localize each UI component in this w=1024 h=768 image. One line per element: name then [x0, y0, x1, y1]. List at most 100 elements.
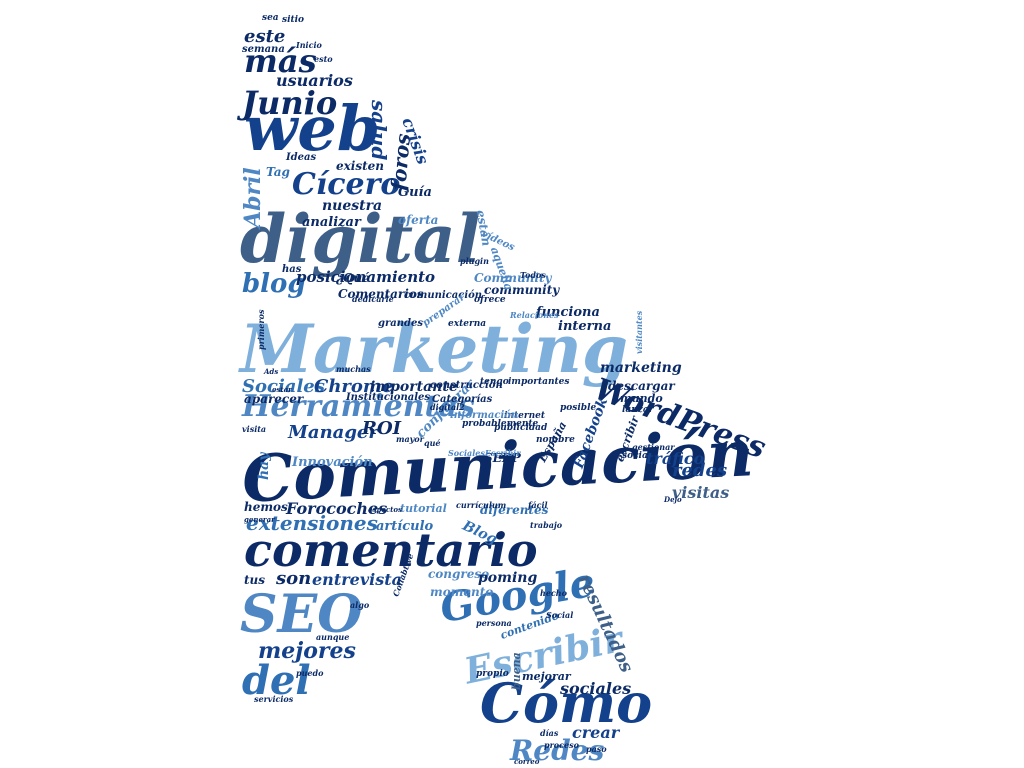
word-tus: tus: [244, 573, 265, 587]
word-buena: buena: [510, 652, 523, 690]
word-probablemente: probablemente: [462, 419, 539, 429]
word-facil: fácil: [527, 500, 548, 510]
word-blog: blog: [242, 269, 306, 299]
word-ads: Ads: [263, 367, 278, 376]
word-roi: ROI: [361, 418, 402, 439]
word-socialesescribir: SocialesEscribir: [448, 448, 521, 458]
word-forocoches: Forocoches: [285, 499, 387, 518]
word-has: has: [282, 264, 302, 275]
word-comentario: comentario: [244, 523, 538, 577]
word-que: ¿Qué: [335, 271, 370, 285]
word-semana: semana: [242, 44, 285, 55]
word-extensiones: extensiones: [246, 511, 378, 535]
word-mundo: mundo: [620, 392, 663, 405]
word-generar: generar: [244, 515, 276, 524]
word-tengo: tengo: [480, 377, 509, 387]
word-estar: estar: [272, 385, 293, 394]
word-interna: interna: [558, 319, 611, 334]
word-puedo: puedo: [296, 668, 324, 678]
word-algo: algo: [350, 600, 370, 610]
word-sea: sea: [262, 13, 279, 23]
word-serp: SERP: [484, 451, 522, 465]
word-curriculum: currículum: [456, 500, 506, 510]
word-plugin: plugin: [460, 256, 489, 266]
word-community-cap: Community: [474, 271, 553, 285]
word-primeros: primeros: [256, 309, 266, 350]
word-hecho: hecho: [540, 588, 568, 598]
word-aspectos: aspectos: [368, 505, 402, 514]
word-publicidad: publicidad: [494, 423, 548, 433]
word-digital2: digital2: [430, 402, 465, 412]
word-usuarios: usuarios: [276, 71, 353, 90]
word-como: Cómo: [480, 671, 652, 735]
word-posicionamiento: posicionamiento: [296, 268, 435, 286]
word-visita: visita: [242, 424, 266, 434]
word-nombre: nombre: [536, 435, 575, 445]
word-guia: Guía: [398, 185, 432, 200]
word-redes: Redes: [509, 734, 604, 767]
word-comunicacion-low: comunicación: [404, 290, 482, 301]
word-oferta: oferta: [398, 213, 438, 227]
word-inicio: Inicio: [295, 40, 323, 50]
word-social: social: [622, 451, 652, 461]
word-ofrece: ofrece: [474, 295, 506, 305]
word-tag: Tag: [266, 165, 290, 179]
word-existen: existen: [336, 159, 384, 173]
word-salud: salud: [367, 99, 391, 160]
word-foros: foros: [386, 132, 415, 193]
word-hemos: hemos: [244, 500, 288, 514]
word-muchas: muchas: [336, 364, 371, 374]
word-todos: Todos: [520, 270, 546, 280]
word-junio: Junio: [236, 84, 337, 122]
word-community: community: [484, 283, 560, 297]
word-posible: posible: [560, 403, 596, 413]
word-dejo: Dejo: [663, 495, 682, 504]
word-trafico: tráfico: [646, 449, 705, 468]
word-ideas: Ideas: [285, 152, 317, 163]
word-informacion: información: [450, 410, 518, 421]
word-mayor: mayor: [396, 434, 425, 444]
word-sociales: sociales: [559, 679, 631, 698]
word-crear: crear: [572, 723, 621, 742]
word-articulo: artículo: [376, 519, 434, 534]
word-grandes: grandes: [378, 318, 423, 329]
word-del: del: [242, 657, 311, 704]
word-herramientas: Herramientas: [241, 389, 475, 424]
word-descargar: descargar: [608, 379, 676, 393]
word-marketing-low: marketing: [600, 360, 682, 376]
word-esto: esto: [314, 54, 333, 64]
word-categorias: Categorías: [432, 394, 493, 405]
word-correo: correo: [514, 757, 540, 766]
word-trabajo: trabajo: [530, 520, 563, 530]
word-propio: propio: [476, 669, 509, 679]
word-visitas: visitas: [672, 483, 729, 502]
word-marketing: Marketing: [238, 310, 628, 388]
word-aparecer: aparecer: [244, 392, 305, 406]
word-gestionar: gestionar: [632, 442, 675, 452]
word-internet: internet: [504, 411, 546, 421]
word-nuestra: nuestra: [322, 198, 382, 214]
word-mas: más: [244, 42, 317, 80]
word-sitio: sitio: [282, 15, 304, 25]
word-construccion: construcción: [430, 380, 503, 391]
word-funciona: funciona: [535, 305, 600, 320]
word-tutorial: tutorial: [400, 502, 447, 515]
word-importante: importante: [370, 379, 458, 395]
word-redes-low: redes: [672, 460, 727, 481]
word-dias: días: [540, 728, 559, 738]
word-aunque: aunque: [316, 632, 349, 642]
word-abril: Abril: [240, 167, 266, 230]
word-mejores: mejores: [258, 638, 356, 664]
word-entrevista: entrevista: [312, 570, 402, 589]
word-visitantes: visitantes: [634, 310, 644, 354]
word-analizar: analizar: [302, 215, 362, 230]
word-poming: poming: [478, 570, 537, 586]
word-externa: externa: [448, 319, 486, 329]
word-sociales-cap: Sociales: [242, 376, 325, 397]
word-relaciones: Relaciones: [509, 310, 559, 320]
word-dedicarle: dedicarle: [352, 294, 394, 304]
word-hay: hay: [256, 452, 272, 480]
word-paso: paso: [586, 744, 607, 754]
